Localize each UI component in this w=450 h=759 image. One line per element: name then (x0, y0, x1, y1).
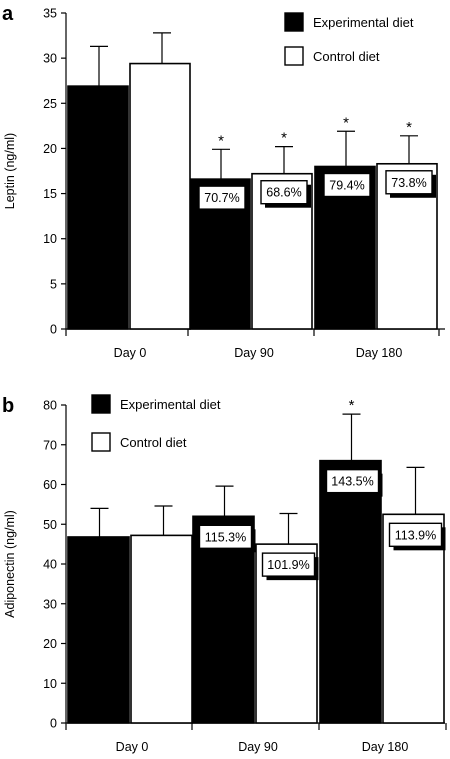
bar (67, 536, 130, 724)
x-tick-label: Day 90 (234, 346, 274, 360)
legend-label: Control diet (120, 435, 187, 450)
percent-label: 113.9% (395, 528, 436, 542)
y-tick-label: 70 (43, 438, 57, 452)
legend-swatch (284, 12, 304, 32)
legend-label: Experimental diet (120, 397, 221, 412)
percent-label: 143.5% (331, 475, 373, 489)
y-tick-label: 0 (50, 717, 57, 731)
percent-box (388, 522, 443, 548)
y-tick-label: 50 (43, 518, 57, 532)
legend-label: Experimental diet (313, 15, 414, 30)
percent-label: 115.3% (205, 530, 246, 544)
bar (67, 85, 129, 330)
percent-box (198, 524, 253, 549)
y-tick-label: 25 (43, 97, 57, 111)
legend-swatch (91, 394, 111, 414)
x-tick-label: Day 90 (238, 740, 278, 754)
percent-label: 70.7% (204, 191, 239, 205)
y-tick-label: 10 (43, 677, 57, 691)
y-tick-label: 0 (50, 323, 57, 337)
chart-panel-a: a 0 5 10 15 20 25 30 35 Leptin (ng/ml) Day 0 Day 90… (2, 3, 445, 360)
y-tick-label: 20 (43, 637, 57, 651)
chart-panel-b: b 0 10 20 30 40 50 60 70 80 Adiponectin (ng/ml) Day… (2, 394, 447, 754)
x-tick-label: Day 180 (362, 740, 409, 754)
y-tick-label: 10 (43, 232, 57, 246)
panel-label: a (2, 3, 14, 25)
percent-box (325, 468, 380, 494)
panel-label: b (2, 395, 14, 417)
y-tick-label: 5 (50, 277, 57, 291)
legend-swatch (91, 432, 111, 452)
significance-marker: * (281, 130, 287, 147)
bar (129, 62, 191, 330)
significance-marker: * (343, 114, 349, 131)
bar (130, 534, 193, 724)
significance-marker: * (218, 132, 224, 149)
y-tick-label: 40 (43, 558, 57, 572)
significance-marker: * (349, 397, 355, 414)
percent-label: 79.4% (329, 178, 364, 192)
y-tick-label: 20 (43, 142, 57, 156)
y-tick-label: 60 (43, 478, 57, 492)
significance-marker: * (406, 119, 412, 136)
y-tick-label: 30 (43, 52, 57, 66)
x-tick-label: Day 180 (356, 346, 403, 360)
percent-box (385, 170, 433, 195)
percent-box (261, 552, 316, 577)
x-tick-label: Day 0 (116, 740, 149, 754)
y-axis-title: Adiponectin (ng/ml) (3, 510, 17, 618)
legend-swatch (284, 46, 304, 66)
y-tick-label: 15 (43, 187, 57, 201)
y-tick-label: 80 (43, 399, 57, 413)
percent-box (260, 180, 308, 205)
percent-label: 73.8% (391, 176, 426, 190)
legend-label: Control diet (313, 49, 380, 64)
y-axis-title: Leptin (ng/ml) (3, 133, 17, 209)
bar (319, 459, 382, 724)
percent-label: 101.9% (267, 558, 309, 572)
percent-box (198, 185, 246, 210)
y-tick-label: 30 (43, 597, 57, 611)
percent-label: 68.6% (266, 186, 301, 200)
percent-box (323, 172, 371, 198)
x-tick-label: Day 0 (114, 346, 147, 360)
y-tick-label: 35 (43, 7, 57, 21)
